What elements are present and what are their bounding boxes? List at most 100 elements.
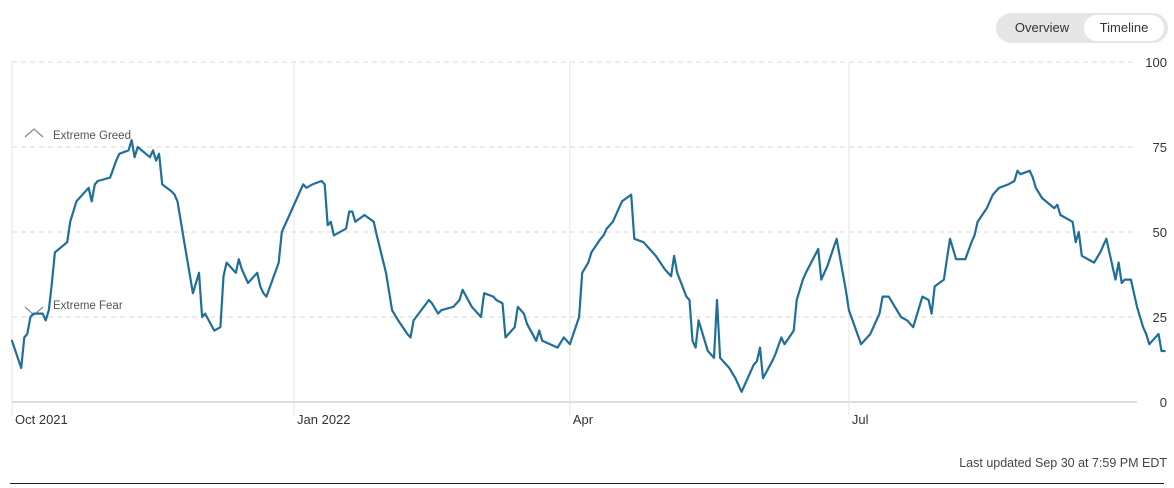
data-point-176: [1029, 170, 1031, 172]
data-point-150: [869, 333, 871, 335]
data-point-20: [115, 160, 117, 162]
data-point-21: [118, 153, 120, 155]
timeline-tab[interactable]: Timeline: [1084, 15, 1164, 41]
data-point-198: [1148, 343, 1150, 345]
data-point-128: [734, 377, 737, 379]
data-point-70: [385, 272, 387, 274]
data-point-71: [391, 309, 393, 311]
data-point-81: [458, 299, 461, 301]
data-point-184: [1075, 241, 1077, 243]
data-point-167: [973, 234, 976, 236]
data-point-17: [94, 183, 96, 185]
data-point-83: [471, 306, 473, 308]
data-point-177: [1032, 177, 1034, 179]
data-point-159: [931, 313, 933, 315]
data-point-192: [1121, 282, 1123, 284]
chevron-down-icon: [24, 306, 44, 316]
data-point-191: [1118, 262, 1120, 264]
data-point-122: [698, 319, 700, 321]
y-tick-label-25: 25: [1153, 310, 1167, 325]
data-point-196: [1142, 326, 1144, 328]
data-point-127: [728, 367, 730, 369]
data-point-119: [688, 299, 691, 301]
data-point-104: [600, 238, 602, 240]
data-point-57: [311, 183, 313, 185]
data-point-94: [535, 340, 537, 342]
data-point-190: [1114, 279, 1117, 281]
data-point-88: [501, 302, 504, 304]
data-point-187: [1093, 262, 1095, 264]
data-point-166: [970, 241, 973, 243]
line-layer: [10, 139, 1166, 393]
data-point-50: [265, 296, 267, 298]
data-point-105: [603, 234, 605, 236]
data-point-35: [192, 292, 194, 294]
last-updated-text: Last updated Sep 30 at 7:59 PM EDT: [959, 456, 1167, 470]
data-point-91: [517, 306, 519, 308]
y-tick-label-100: 100: [1145, 55, 1167, 70]
x-tick-label-1: Jan 2022: [297, 412, 351, 427]
data-point-73: [406, 333, 408, 335]
data-point-62: [333, 234, 335, 236]
data-point-36: [198, 272, 200, 274]
y-tick-label-75: 75: [1153, 140, 1167, 155]
data-point-133: [759, 347, 761, 349]
data-point-114: [664, 268, 666, 270]
series-line-0: [10, 139, 1166, 393]
data-point-189: [1105, 238, 1107, 240]
data-point-42: [226, 262, 228, 264]
data-point-110: [633, 238, 635, 240]
data-point-113: [655, 255, 657, 257]
data-point-37: [201, 316, 203, 318]
data-point-186: [1081, 255, 1083, 257]
data-point-98: [563, 336, 565, 338]
data-point-33: [176, 200, 179, 202]
data-point-74: [409, 336, 412, 338]
data-point-188: [1099, 251, 1101, 253]
data-point-92: [523, 313, 525, 315]
data-point-148: [848, 309, 850, 311]
data-point-141: [802, 279, 804, 281]
data-point-136: [774, 353, 776, 355]
data-point-58: [321, 180, 323, 182]
data-point-41: [222, 275, 225, 277]
data-point-16: [91, 200, 93, 202]
overview-tab[interactable]: Overview: [1014, 20, 1070, 35]
data-point-102: [587, 262, 589, 264]
data-point-9: [51, 282, 53, 284]
data-point-53: [290, 211, 292, 213]
data-point-52: [281, 231, 283, 233]
data-point-138: [783, 343, 786, 345]
x-tick-label-0: Oct 2021: [15, 412, 68, 427]
view-toggle: Overview Timeline: [996, 13, 1168, 43]
fear-greed-timeline-chart: Extreme Greed Extreme Fear 0 25 50 75 100 Oct…: [10, 55, 1167, 427]
data-point-163: [949, 238, 951, 240]
data-point-49: [262, 292, 264, 294]
data-point-109: [630, 194, 632, 196]
data-point-86: [492, 296, 494, 298]
data-point-82: [462, 289, 464, 291]
data-point-175: [1019, 173, 1022, 175]
data-point-84: [480, 316, 482, 318]
data-point-174: [1016, 170, 1019, 172]
data-point-22: [127, 149, 130, 151]
data-point-34: [183, 238, 185, 240]
data-point-139: [793, 330, 795, 332]
data-point-116: [673, 255, 675, 257]
data-point-51: [278, 262, 280, 264]
data-point-193: [1124, 279, 1126, 281]
data-point-183: [1072, 221, 1074, 223]
data-point-153: [888, 296, 890, 298]
data-point-3: [26, 333, 28, 335]
data-point-101: [581, 272, 583, 274]
data-point-151: [878, 313, 881, 315]
y-tick-labels: 0 25 50 75 100: [1145, 55, 1167, 410]
data-point-40: [219, 326, 221, 328]
data-point-170: [992, 194, 994, 196]
data-point-89: [504, 336, 507, 338]
data-point-199: [1157, 333, 1160, 335]
data-point-158: [928, 299, 930, 301]
annotation-label-0: Extreme Greed: [53, 130, 131, 142]
data-point-154: [900, 316, 902, 318]
data-point-152: [882, 296, 884, 298]
